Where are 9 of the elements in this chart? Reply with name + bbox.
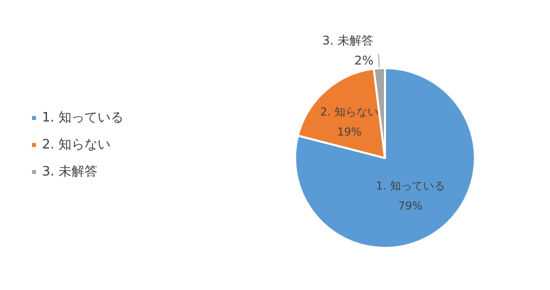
data-label: 79% (398, 199, 423, 212)
data-label: 2% (354, 53, 374, 68)
slice-label: 2. 知らない (320, 106, 378, 119)
slice-label: 1. 知っている (376, 179, 445, 192)
legend-label: 3. 未解答 (42, 164, 98, 180)
legend-label: 2. 知らない (42, 138, 111, 152)
legend-label: 1. 知っている (42, 110, 124, 126)
slice-label: 3. 未解答 (322, 33, 374, 48)
data-label: 19% (337, 126, 362, 139)
